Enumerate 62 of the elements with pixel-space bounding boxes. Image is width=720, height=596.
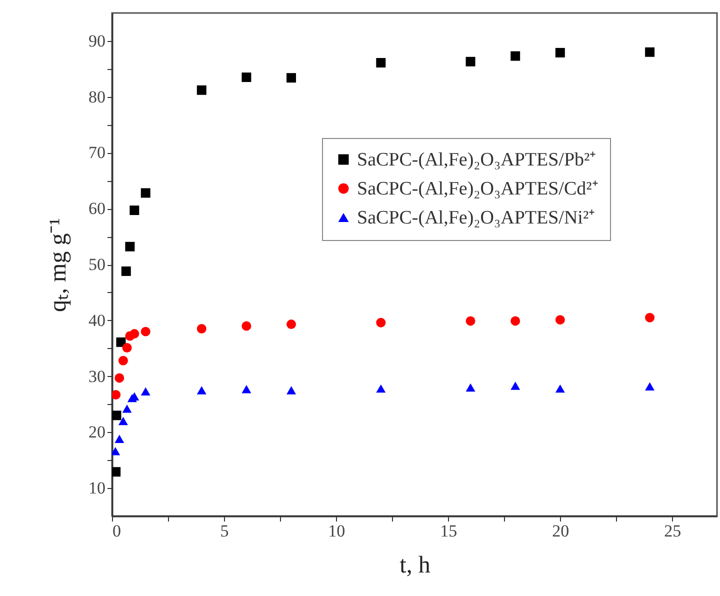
point xyxy=(122,343,132,353)
point xyxy=(555,384,565,393)
x-tick-label: 5 xyxy=(220,522,229,540)
point xyxy=(242,385,252,394)
point xyxy=(376,318,386,328)
point xyxy=(510,316,520,326)
point xyxy=(510,382,520,390)
point xyxy=(122,404,132,413)
point xyxy=(196,386,206,394)
legend-label: SaCPC-(Al,Fe)₂O₃APTES/Ni²⁺ xyxy=(357,208,595,228)
point xyxy=(112,410,122,420)
x-tick-label: 15 xyxy=(440,522,458,540)
point xyxy=(140,326,150,336)
point xyxy=(112,447,120,456)
point xyxy=(114,434,124,443)
y-tick-label: 60 xyxy=(88,199,106,218)
y-tick-label: 70 xyxy=(88,143,106,162)
point xyxy=(466,56,476,66)
point xyxy=(510,51,520,61)
point xyxy=(645,312,655,322)
x-tick-label: 25 xyxy=(664,522,682,540)
y-tick-label: 80 xyxy=(88,87,106,106)
x-tick-label: 0 xyxy=(112,522,121,540)
point xyxy=(112,467,121,477)
point xyxy=(118,356,128,366)
y-tick-label: 30 xyxy=(88,366,106,386)
point xyxy=(196,85,206,95)
point xyxy=(286,320,296,330)
point xyxy=(118,416,128,426)
y-axis-title: qₜ, mg g⁻¹ xyxy=(46,218,72,312)
point xyxy=(466,316,476,326)
legend-label: SaCPC-(Al,Fe)₂O₃APTES/Cd²⁺ xyxy=(357,178,598,200)
point xyxy=(555,48,565,58)
y-tick-label: 50 xyxy=(88,255,106,274)
legend-label: SaCPC-(Al,Fe)₂O₃APTES/Pb²⁺ xyxy=(357,150,596,170)
point xyxy=(286,386,296,394)
point xyxy=(242,72,252,82)
point xyxy=(196,324,206,334)
y-tick-label: 90 xyxy=(88,31,106,50)
point xyxy=(376,384,386,393)
point xyxy=(116,337,126,347)
point xyxy=(555,315,565,325)
point xyxy=(645,47,655,57)
y-tick-label: 40 xyxy=(88,310,106,330)
point xyxy=(114,373,124,383)
point xyxy=(242,321,252,331)
x-tick-label: 20 xyxy=(552,522,570,540)
y-tick-label: 10 xyxy=(88,478,106,498)
y-tick-label: 20 xyxy=(88,422,106,442)
point xyxy=(466,383,476,392)
point xyxy=(112,390,121,400)
point xyxy=(121,266,131,276)
point xyxy=(130,206,140,216)
point xyxy=(645,382,655,390)
point xyxy=(140,387,150,396)
point xyxy=(125,242,135,252)
point xyxy=(140,188,150,198)
x-tick-label: 10 xyxy=(328,522,346,540)
point xyxy=(286,73,296,83)
x-axis-title: t, h xyxy=(400,552,430,578)
point xyxy=(376,58,386,68)
point xyxy=(130,329,140,339)
